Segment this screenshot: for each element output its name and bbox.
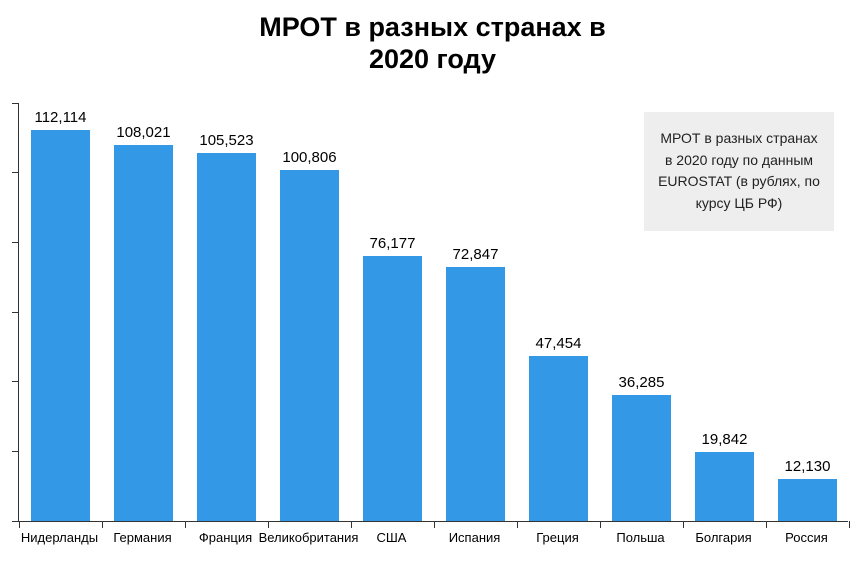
- x-axis-category-label: США: [377, 530, 407, 545]
- y-axis-tick: [12, 381, 19, 382]
- x-axis-category-label: Болгария: [695, 530, 751, 545]
- bar-value-label: 47,454: [529, 335, 587, 352]
- x-axis-category-label: Россия: [785, 530, 828, 545]
- y-axis-tick: [12, 242, 19, 243]
- bar: 100,806: [280, 170, 338, 521]
- bar-value-label: 108,021: [114, 124, 172, 141]
- y-axis-tick: [12, 451, 19, 452]
- bar-value-label: 36,285: [612, 374, 670, 391]
- x-axis-tick: [351, 521, 352, 528]
- y-axis-tick: [12, 103, 19, 104]
- bar: 47,454: [529, 356, 587, 521]
- chart-title: МРОТ в разных странах в2020 году: [0, 12, 865, 76]
- bar-value-label: 19,842: [695, 431, 753, 448]
- annotation-box: МРОТ в разных странах в 2020 году по дан…: [644, 112, 834, 231]
- x-axis-category-label: Великобритания: [259, 530, 359, 545]
- bar: 19,842: [695, 452, 753, 521]
- bar: 112,114: [31, 130, 89, 521]
- bar: 36,285: [612, 395, 670, 521]
- x-axis-tick: [517, 521, 518, 528]
- plot-area: МРОТ в разных странах в 2020 году по дан…: [18, 104, 848, 522]
- x-axis-tick: [268, 521, 269, 528]
- x-axis-tick: [19, 521, 20, 528]
- bar-value-label: 76,177: [363, 235, 421, 252]
- x-axis-tick: [683, 521, 684, 528]
- annotation-text: МРОТ в разных странах в 2020 году по дан…: [658, 130, 820, 211]
- bar: 105,523: [197, 153, 255, 521]
- y-axis-tick: [12, 312, 19, 313]
- x-axis-tick: [185, 521, 186, 528]
- bar-value-label: 12,130: [778, 458, 836, 475]
- x-axis-category-label: Греция: [536, 530, 579, 545]
- bar-value-label: 105,523: [197, 132, 255, 149]
- y-axis-tick: [12, 172, 19, 173]
- x-axis-category-label: Польша: [616, 530, 664, 545]
- x-axis-category-label: Нидерланды: [21, 530, 98, 545]
- bar-value-label: 72,847: [446, 246, 504, 263]
- bar: 72,847: [446, 267, 504, 521]
- x-axis-category-label: Испания: [449, 530, 501, 545]
- bar-value-label: 112,114: [31, 109, 89, 126]
- x-axis-tick: [600, 521, 601, 528]
- x-axis-tick: [766, 521, 767, 528]
- x-axis-tick: [102, 521, 103, 528]
- bar: 12,130: [778, 479, 836, 521]
- bar: 108,021: [114, 145, 172, 521]
- bar-value-label: 100,806: [280, 149, 338, 166]
- x-axis-tick: [434, 521, 435, 528]
- x-axis-tick: [849, 521, 850, 528]
- bar: 76,177: [363, 256, 421, 521]
- x-axis-category-label: Германия: [113, 530, 171, 545]
- x-axis-category-label: Франция: [199, 530, 252, 545]
